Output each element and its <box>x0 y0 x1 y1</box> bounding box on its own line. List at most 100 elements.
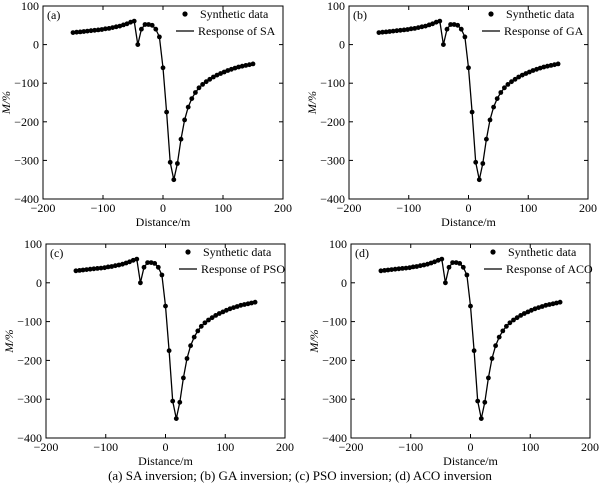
y-tick-label: −300 <box>322 392 347 406</box>
y-axis-label: M/% <box>0 91 13 115</box>
synthetic-data-point <box>475 398 481 404</box>
chart-panel-3: −200 −100 0 100 200 −400 −300 −200 −100 0 100 Dista… <box>2 237 294 468</box>
synthetic-data-point <box>142 22 148 27</box>
y-tick-label: −400 <box>14 192 39 206</box>
synthetic-data-point <box>443 280 448 286</box>
chart-panel-4: −200 −100 0 100 200 −400 −300 −200 −100 0 100 Dista… <box>307 237 599 468</box>
synthetic-data-point <box>493 343 498 349</box>
synthetic-data-point <box>466 65 471 71</box>
synthetic-data-point <box>121 22 126 28</box>
synthetic-data-point <box>207 76 213 82</box>
synthetic-data-point <box>175 161 180 166</box>
x-tick-label: 0 <box>468 440 474 454</box>
synthetic-data-point <box>243 63 249 68</box>
synthetic-data-point <box>239 63 245 69</box>
synthetic-data-point <box>518 313 524 318</box>
synthetic-data-point <box>236 64 242 70</box>
synthetic-data-point <box>85 28 90 34</box>
synthetic-data-point <box>173 416 179 421</box>
synthetic-data-point <box>448 22 453 27</box>
synthetic-data-point <box>193 90 198 95</box>
synthetic-data-point <box>457 261 463 266</box>
synthetic-data-point <box>421 262 427 268</box>
synthetic-data-point <box>392 266 398 272</box>
synthetic-data-point <box>198 323 204 329</box>
synthetic-data-point <box>106 26 112 31</box>
y-tick-label: 0 <box>33 38 39 52</box>
synthetic-data-point <box>471 348 477 354</box>
synthetic-data-point <box>247 62 252 68</box>
synthetic-data-point <box>170 398 176 404</box>
y-tick-label: 100 <box>21 0 39 13</box>
synthetic-data-point <box>252 299 258 305</box>
synthetic-data-point <box>482 399 488 405</box>
response-line <box>75 258 256 419</box>
y-tick-label: 100 <box>329 237 347 251</box>
synthetic-data-point <box>163 303 168 309</box>
synthetic-data-point <box>539 304 545 309</box>
synthetic-data-point <box>98 265 104 271</box>
synthetic-data-point <box>196 85 202 91</box>
synthetic-data-point <box>185 104 191 110</box>
synthetic-data-point <box>105 264 111 270</box>
y-tick-label: 0 <box>341 276 347 290</box>
synthetic-data-point <box>500 328 506 334</box>
synthetic-data-point <box>476 177 482 183</box>
x-tick-label: −200 <box>34 440 59 454</box>
panel-label: (c) <box>50 246 63 260</box>
x-tick-label: 100 <box>519 201 537 215</box>
x-tick-label: 200 <box>274 201 292 215</box>
x-tick-label: 100 <box>521 440 539 454</box>
synthetic-data-point <box>167 159 173 165</box>
synthetic-data-point <box>417 263 423 269</box>
synthetic-data-point <box>95 266 100 271</box>
y-tick-label: −300 <box>17 392 42 406</box>
synthetic-data-point <box>152 261 158 266</box>
synthetic-data-point <box>70 30 76 35</box>
synthetic-data-point <box>545 63 550 69</box>
synthetic-data-point <box>437 18 443 24</box>
x-tick-label: −100 <box>398 440 423 454</box>
synthetic-data-point <box>458 26 464 32</box>
synthetic-data-point <box>516 74 522 80</box>
synthetic-data-point <box>200 82 206 87</box>
x-tick-label: 200 <box>581 440 599 454</box>
synthetic-data-point <box>92 27 97 33</box>
y-tick-label: −200 <box>320 115 345 129</box>
synthetic-data-point <box>557 299 563 305</box>
x-tick-label: 100 <box>214 201 232 215</box>
synthetic-data-point <box>131 18 137 24</box>
synthetic-data-point <box>536 305 541 310</box>
x-tick-label: −100 <box>93 440 118 454</box>
synthetic-data-point <box>81 29 87 34</box>
synthetic-data-point <box>504 323 509 329</box>
synthetic-data-point <box>160 65 166 71</box>
synthetic-data-point <box>141 264 147 270</box>
synthetic-data-point <box>529 307 534 313</box>
synthetic-data-point <box>127 259 132 265</box>
synthetic-data-point <box>182 117 188 123</box>
x-tick-label: 0 <box>163 440 169 454</box>
panel-label: (b) <box>353 8 367 22</box>
synthetic-data-point <box>478 416 484 421</box>
synthetic-data-point <box>398 27 403 33</box>
y-tick-label: −200 <box>17 353 42 367</box>
y-axis-label: M/% <box>307 329 321 353</box>
x-tick-label: −200 <box>339 440 364 454</box>
panel-label: (d) <box>355 246 369 260</box>
synthetic-data-point <box>99 27 105 32</box>
synthetic-data-point <box>211 74 216 80</box>
synthetic-data-point <box>511 317 516 323</box>
synthetic-data-point <box>469 109 475 115</box>
response-line <box>380 258 561 419</box>
synthetic-data-point <box>502 85 507 91</box>
synthetic-data-point <box>486 375 491 381</box>
synthetic-data-point <box>216 311 222 316</box>
synthetic-data-point <box>202 320 208 326</box>
y-tick-label: 100 <box>327 0 345 13</box>
synthetic-data-point <box>534 66 539 72</box>
synthetic-data-point <box>103 26 108 32</box>
synthetic-data-point <box>213 313 219 318</box>
y-tick-label: −100 <box>320 76 345 90</box>
y-axis-label: M/% <box>305 91 319 115</box>
